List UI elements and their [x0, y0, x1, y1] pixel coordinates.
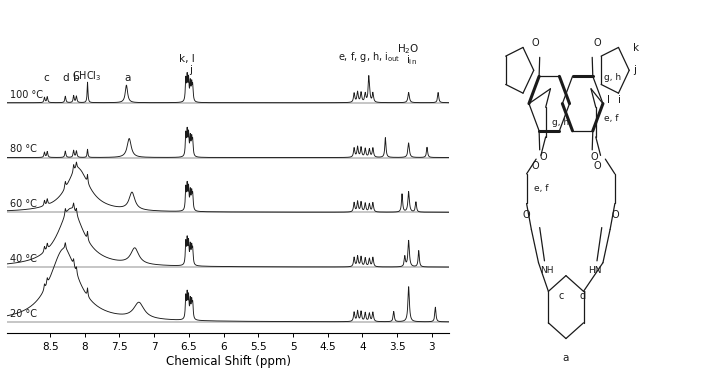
Text: l: l — [607, 95, 609, 105]
Text: O: O — [593, 38, 601, 48]
Text: O: O — [593, 161, 601, 171]
Text: O: O — [540, 152, 548, 162]
Text: 100 °C: 100 °C — [10, 90, 43, 100]
Text: 60 °C: 60 °C — [10, 199, 37, 209]
Text: j: j — [633, 65, 636, 75]
Text: c: c — [559, 291, 564, 301]
Text: d: d — [62, 73, 69, 83]
Text: g, h: g, h — [552, 118, 569, 127]
Text: j: j — [189, 65, 192, 75]
Text: a: a — [563, 353, 569, 363]
Text: NH: NH — [540, 266, 553, 275]
Text: O: O — [590, 152, 598, 162]
Text: O: O — [523, 210, 531, 220]
Text: 80 °C: 80 °C — [10, 145, 37, 155]
Text: e, f: e, f — [604, 114, 618, 123]
Text: d: d — [580, 291, 585, 301]
Text: CHCl$_\mathregular{3}$: CHCl$_\mathregular{3}$ — [72, 69, 102, 83]
Text: O: O — [531, 161, 538, 171]
Text: b: b — [73, 73, 80, 83]
Text: 40 °C: 40 °C — [10, 254, 37, 264]
Text: g, h: g, h — [604, 73, 621, 82]
Text: e, f, g, h, i$_\mathregular{out}$: e, f, g, h, i$_\mathregular{out}$ — [338, 50, 401, 64]
Text: e, f: e, f — [534, 184, 548, 193]
Text: O: O — [531, 38, 538, 48]
X-axis label: Chemical Shift (ppm): Chemical Shift (ppm) — [166, 355, 291, 368]
Text: i: i — [618, 95, 621, 105]
Text: k: k — [633, 43, 639, 53]
Text: 20 °C: 20 °C — [10, 309, 37, 319]
Text: i$_\mathregular{in}$: i$_\mathregular{in}$ — [406, 53, 417, 67]
Text: O: O — [611, 210, 618, 220]
Text: k, l: k, l — [179, 54, 194, 64]
Text: c: c — [43, 73, 48, 83]
Text: a: a — [125, 73, 131, 83]
Text: HN: HN — [588, 266, 602, 275]
Text: H$_\mathregular{2}$O: H$_\mathregular{2}$O — [397, 42, 420, 56]
